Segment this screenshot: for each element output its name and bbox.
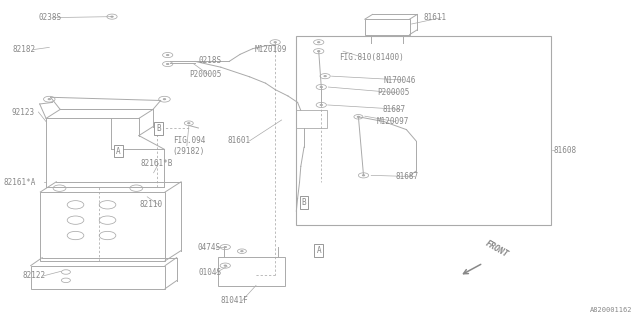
Text: 82161*A: 82161*A (3, 178, 36, 187)
Circle shape (48, 99, 51, 100)
Circle shape (274, 42, 276, 43)
Bar (40, 192, 165, 261)
Text: 82122: 82122 (22, 271, 45, 280)
Circle shape (163, 99, 166, 100)
Text: A: A (116, 147, 121, 156)
Text: 0104S: 0104S (198, 268, 221, 277)
Circle shape (224, 265, 227, 266)
Circle shape (188, 123, 190, 124)
Circle shape (362, 175, 365, 176)
Text: 82161*B: 82161*B (141, 159, 173, 168)
Text: 92123: 92123 (12, 108, 35, 116)
Circle shape (317, 42, 320, 43)
Text: A: A (316, 246, 321, 255)
Text: 81611: 81611 (424, 13, 447, 22)
Text: M120097: M120097 (376, 117, 409, 126)
Circle shape (166, 54, 169, 56)
Text: A820001162: A820001162 (590, 307, 632, 313)
Text: 81601: 81601 (227, 136, 250, 145)
Text: B: B (156, 124, 161, 133)
Circle shape (111, 16, 113, 17)
Text: 82110: 82110 (140, 200, 163, 209)
Text: 81687: 81687 (383, 105, 406, 114)
Text: 81041F: 81041F (221, 296, 248, 305)
Circle shape (241, 251, 243, 252)
Text: M120109: M120109 (255, 45, 287, 54)
Bar (296, 36, 551, 225)
Text: 82182: 82182 (13, 45, 36, 54)
Text: P200005: P200005 (189, 70, 221, 79)
Bar (365, 19, 410, 35)
Text: 0474S: 0474S (197, 243, 220, 252)
Text: 0238S: 0238S (38, 13, 61, 22)
Text: FIG.810(81400): FIG.810(81400) (339, 53, 404, 62)
Text: FRONT: FRONT (484, 239, 510, 259)
Text: B: B (301, 198, 307, 207)
Text: FIG.094
(29182): FIG.094 (29182) (173, 136, 205, 156)
Circle shape (320, 104, 323, 106)
Circle shape (166, 63, 169, 65)
Text: 81687: 81687 (396, 172, 419, 181)
Text: P200005: P200005 (378, 88, 410, 97)
Bar (296, 110, 327, 128)
Circle shape (224, 246, 227, 248)
Circle shape (357, 116, 360, 117)
Circle shape (317, 51, 320, 52)
Circle shape (320, 86, 323, 88)
Bar (218, 257, 285, 286)
Text: 0218S: 0218S (198, 56, 221, 65)
Circle shape (324, 76, 326, 77)
Text: 81608: 81608 (554, 146, 577, 155)
Text: N170046: N170046 (384, 76, 417, 84)
